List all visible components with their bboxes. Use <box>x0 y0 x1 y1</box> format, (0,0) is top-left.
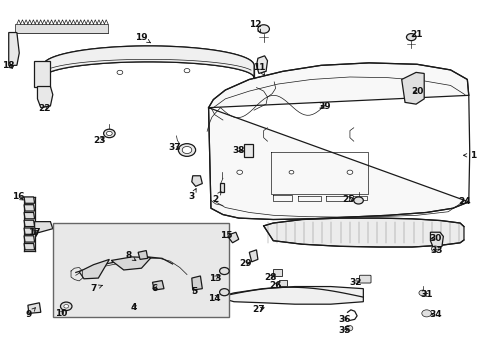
Text: 27: 27 <box>252 305 264 314</box>
Polygon shape <box>218 287 363 304</box>
Text: 29: 29 <box>239 260 251 269</box>
Polygon shape <box>24 205 35 211</box>
Text: 13: 13 <box>208 274 221 283</box>
Text: 31: 31 <box>420 290 432 299</box>
Polygon shape <box>191 276 202 290</box>
Text: 4: 4 <box>130 303 136 312</box>
Circle shape <box>353 197 363 204</box>
Text: 37: 37 <box>168 143 181 152</box>
Text: 9: 9 <box>25 308 35 319</box>
Text: 35: 35 <box>337 327 350 336</box>
Polygon shape <box>24 197 35 203</box>
Polygon shape <box>79 259 109 279</box>
Text: 16: 16 <box>12 193 24 202</box>
Polygon shape <box>43 46 254 78</box>
Circle shape <box>236 170 242 174</box>
Polygon shape <box>429 232 443 249</box>
Circle shape <box>418 290 426 296</box>
Text: 33: 33 <box>429 246 442 255</box>
Text: 6: 6 <box>151 284 158 293</box>
Text: 17: 17 <box>28 228 41 237</box>
Circle shape <box>430 246 438 252</box>
Text: 24: 24 <box>458 197 470 206</box>
Text: 30: 30 <box>428 234 441 243</box>
FancyBboxPatch shape <box>359 275 370 283</box>
Polygon shape <box>152 280 163 290</box>
Circle shape <box>178 144 195 156</box>
Circle shape <box>64 305 68 308</box>
Text: 7: 7 <box>90 284 102 293</box>
Text: 21: 21 <box>409 30 422 39</box>
Polygon shape <box>24 212 35 219</box>
Text: 3: 3 <box>188 189 196 202</box>
Text: 15: 15 <box>220 231 232 240</box>
Text: 20: 20 <box>410 87 422 96</box>
Circle shape <box>182 147 191 154</box>
FancyBboxPatch shape <box>272 269 282 276</box>
Polygon shape <box>24 228 35 234</box>
Polygon shape <box>263 218 463 247</box>
Text: 34: 34 <box>428 310 441 319</box>
Polygon shape <box>219 183 224 192</box>
Text: 36: 36 <box>337 315 350 324</box>
Text: 19: 19 <box>135 33 150 43</box>
Text: 23: 23 <box>93 136 106 145</box>
Polygon shape <box>249 250 257 262</box>
Text: 1: 1 <box>463 151 476 160</box>
FancyBboxPatch shape <box>53 224 229 317</box>
Circle shape <box>406 33 415 41</box>
Text: 32: 32 <box>349 278 361 287</box>
Circle shape <box>184 68 189 73</box>
Circle shape <box>288 171 293 174</box>
Circle shape <box>117 70 122 75</box>
Text: 12: 12 <box>248 19 261 33</box>
Text: 14: 14 <box>208 294 221 303</box>
Text: 26: 26 <box>269 281 281 290</box>
Polygon shape <box>256 56 267 73</box>
Polygon shape <box>28 303 41 313</box>
Polygon shape <box>191 176 202 186</box>
Text: 25: 25 <box>342 195 354 204</box>
Polygon shape <box>24 220 35 226</box>
Polygon shape <box>401 72 424 104</box>
Circle shape <box>345 325 352 331</box>
Polygon shape <box>208 63 468 220</box>
Polygon shape <box>34 61 50 86</box>
Circle shape <box>219 289 229 296</box>
Text: 11: 11 <box>252 63 264 75</box>
Circle shape <box>346 170 352 174</box>
Circle shape <box>219 267 229 275</box>
Polygon shape <box>243 144 253 157</box>
Text: 10: 10 <box>55 309 67 318</box>
Text: 22: 22 <box>38 104 50 113</box>
Text: 2: 2 <box>212 192 221 204</box>
Circle shape <box>103 129 115 138</box>
Text: 38: 38 <box>232 145 244 154</box>
Polygon shape <box>38 86 53 108</box>
Polygon shape <box>24 236 35 242</box>
Polygon shape <box>35 222 53 237</box>
Polygon shape <box>138 251 147 259</box>
Text: 5: 5 <box>191 287 197 296</box>
Text: 28: 28 <box>264 273 277 282</box>
Polygon shape <box>229 232 238 243</box>
Text: 18: 18 <box>2 61 15 70</box>
Circle shape <box>61 302 72 311</box>
Circle shape <box>257 25 269 33</box>
Text: 39: 39 <box>318 102 331 111</box>
Polygon shape <box>24 243 35 250</box>
Circle shape <box>421 310 430 317</box>
FancyBboxPatch shape <box>278 280 286 286</box>
Polygon shape <box>111 257 151 270</box>
Polygon shape <box>9 32 19 66</box>
Text: 8: 8 <box>125 251 136 261</box>
Circle shape <box>106 131 112 136</box>
